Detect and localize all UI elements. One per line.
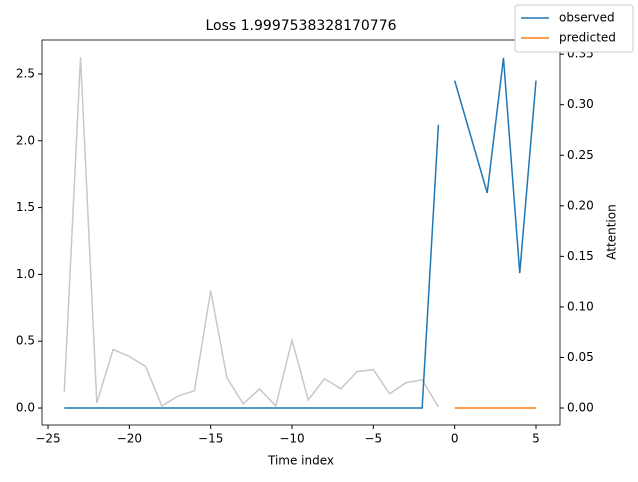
y2-tick-label: 0.25 <box>567 148 594 162</box>
series-line <box>453 57 537 274</box>
plot-frame <box>41 39 561 426</box>
legend-label: observed <box>559 11 615 25</box>
x-tick-label: −10 <box>279 432 304 446</box>
y2-axis-label: Attention <box>605 204 619 259</box>
y-tick-label: 0.0 <box>16 401 35 415</box>
x-axis-label: Time index <box>267 454 334 468</box>
y-tick-label: 1.5 <box>16 200 35 214</box>
x-tick-label: −15 <box>198 432 223 446</box>
y-tick-label: 1.0 <box>16 267 35 281</box>
x-tick-label: −25 <box>35 432 60 446</box>
legend-box <box>514 4 634 53</box>
x-tick-label: 0 <box>451 432 459 446</box>
series-line <box>64 124 440 409</box>
y2-tick-label: 0.20 <box>567 198 594 212</box>
legend-label: predicted <box>559 31 616 45</box>
y-tick-label: 2.5 <box>16 66 35 80</box>
y2-tick-label: 0.15 <box>567 249 594 263</box>
y2-tick-label: 0.30 <box>567 97 594 111</box>
y-tick-label: 2.0 <box>16 133 35 147</box>
y2-tick-label: 0.00 <box>567 401 594 415</box>
x-tick-label: 5 <box>532 432 540 446</box>
chart-title: Loss 1.9997538328170776 <box>205 18 396 34</box>
y2-tick-label: 0.10 <box>567 299 594 313</box>
x-tick-label: −5 <box>364 432 382 446</box>
attention-line <box>63 57 440 408</box>
y-tick-label: 0.5 <box>16 334 35 348</box>
y2-tick-label: 0.05 <box>567 350 594 364</box>
x-tick-label: −20 <box>117 432 142 446</box>
